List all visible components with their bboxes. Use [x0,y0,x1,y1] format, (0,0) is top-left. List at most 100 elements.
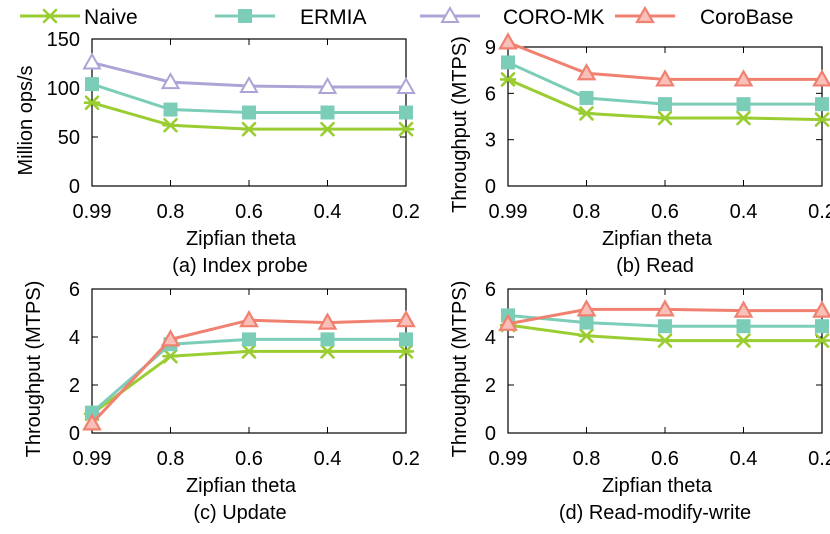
data-point-ermia [320,105,335,120]
chart-caption: (c) Update [193,502,286,524]
data-point-ermia [320,332,335,347]
x-tick-label: 0.99 [489,448,528,470]
x-tick-label: 0.6 [651,448,679,470]
legend-label-coro-mk: CORO-MK [503,6,605,29]
y-tick-label: 4 [69,327,80,349]
x-axis-label: Zipfian theta [602,475,713,497]
y-axis-label: Throughput (MTPS) [449,36,471,213]
x-tick-label: 0.8 [157,201,185,223]
data-point-corobase [655,299,675,317]
legend-item-corobase: CoroBase [615,5,793,29]
x-tick-label: 0.2 [392,201,420,223]
data-point-naive [499,72,517,87]
data-point-naive [656,333,674,348]
data-point-corobase [812,69,830,87]
series-coro-mk [82,52,416,95]
data-point-corobase [160,329,181,347]
data-point-corobase [576,299,597,317]
y-axis-label: Million ops/s [15,65,37,175]
legend-label-naive: Naive [84,6,138,29]
series-ermia [85,332,413,420]
data-point-coro-mk [82,52,102,70]
x-tick-label: 0.2 [808,201,830,223]
data-point-corobase [733,300,754,318]
x-axis-label: Zipfian theta [186,228,297,250]
data-point-coro-mk [317,77,338,95]
x-tick-label: 0.8 [573,201,601,223]
y-tick-label: 0 [485,176,496,198]
legend-item-coro-mk: CORO-MK [420,5,605,29]
data-point-ermia [736,97,751,112]
series-corobase [498,32,830,87]
x-tick-label: 0.99 [489,201,528,223]
x-tick-label: 0.8 [573,448,601,470]
y-tick-label: 0 [69,423,80,445]
data-point-naive [162,117,179,133]
data-point-naive [397,121,415,137]
x-tick-label: 0.8 [157,448,185,470]
x-tick-label: 0.99 [73,201,112,223]
series-line-naive [91,349,406,416]
data-point-ermia [658,97,672,112]
series-naive [499,72,830,127]
chart-caption: (a) Index probe [172,255,308,277]
data-point-naive [83,95,101,110]
data-point-naive [240,121,258,137]
data-point-ermia [85,77,99,92]
data-point-corobase [733,69,754,87]
data-point-naive [162,348,179,364]
data-point-ermia [579,315,594,330]
series-naive [83,95,415,137]
x-tick-label: 0.2 [808,448,830,470]
data-point-coro-mk [160,72,181,90]
chart-caption: (b) Read [616,255,694,277]
data-point-naive [813,333,830,348]
data-point-naive [735,333,752,348]
data-point-corobase [498,313,518,331]
y-tick-label: 150 [47,29,80,51]
x-tick-label: 0.6 [235,201,263,223]
data-point-ermia [815,97,829,112]
data-point-naive [240,344,258,359]
y-tick-label: 6 [485,279,496,301]
legend: Naive ERMIA CORO-MK CoroBase [20,5,793,29]
y-tick-label: 3 [485,130,496,152]
data-point-naive [319,344,336,359]
data-point-naive [319,121,336,137]
data-point-ermia [163,102,178,117]
data-point-ermia [399,105,413,120]
legend-item-naive: Naive [20,6,138,29]
y-tick-label: 2 [69,375,80,397]
data-point-coro-mk [239,76,259,94]
y-tick-label: 6 [485,83,496,105]
y-tick-label: 9 [485,37,496,59]
x-tick-label: 0.6 [235,448,263,470]
data-point-ermia [85,405,99,420]
y-tick-label: 0 [485,423,496,445]
data-point-naive [397,344,415,359]
legend-marker-naive [41,8,59,24]
data-point-naive [578,106,595,121]
data-point-corobase [82,413,102,431]
data-point-ermia [242,105,256,120]
x-axis-label: Zipfian theta [602,228,713,250]
legend-marker-coro-mk [440,5,460,23]
data-point-corobase [498,32,518,50]
data-point-ermia [501,55,515,70]
x-tick-label: 0.2 [392,448,420,470]
data-point-corobase [812,300,830,318]
chart-panel-read: 0 3 6 9 0.99 0.8 0.6 0.4 0.2 Zipfian theta Through… [449,32,830,277]
x-tick-label: 0.99 [73,448,112,470]
data-point-ermia [242,332,256,347]
chart-panel-read-modify-write: 0 2 4 6 0.99 0.8 0.6 0.4 0.2 Zipfian theta Through… [449,279,830,524]
x-axis-label: Zipfian theta [186,475,297,497]
series-corobase [82,309,416,431]
series-ermia [501,308,829,334]
y-tick-label: 6 [69,279,80,301]
y-axis-label: Throughput (MTPS) [449,281,471,458]
series-corobase [498,299,830,331]
data-point-corobase [396,309,416,328]
legend-label-corobase: CoroBase [700,6,793,29]
